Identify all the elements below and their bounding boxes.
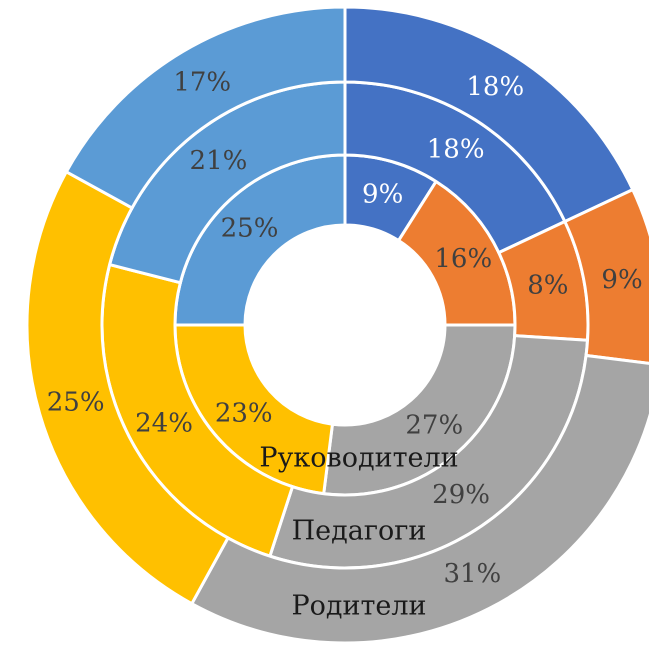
data-label: 18% [427, 135, 485, 165]
data-label: 24% [135, 408, 193, 438]
data-label: 25% [47, 387, 105, 417]
data-label: 18% [466, 72, 524, 102]
data-label: 9% [362, 179, 403, 209]
ring-label: Родители [291, 591, 426, 622]
data-label: 8% [527, 270, 568, 300]
data-label: 31% [443, 559, 501, 589]
data-label: 25% [221, 214, 279, 244]
donut-slice [189, 353, 649, 645]
data-label: 23% [215, 398, 273, 428]
data-label: 21% [190, 146, 248, 176]
data-label: 16% [434, 244, 492, 274]
data-label: 29% [432, 480, 490, 510]
ring-label: Руководители [259, 443, 458, 474]
donut-slice [562, 187, 649, 365]
data-label: 9% [601, 265, 642, 295]
data-label: 17% [173, 68, 231, 98]
data-label: 27% [405, 410, 463, 440]
ring-label: Педагоги [292, 516, 427, 547]
donut-slice [64, 5, 347, 210]
